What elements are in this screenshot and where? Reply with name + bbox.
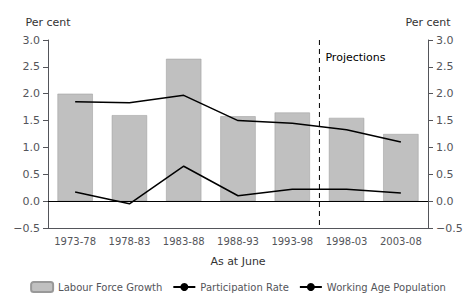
svg-text:Working Age Population: Working Age Population: [327, 282, 446, 293]
svg-text:1.0: 1.0: [436, 141, 454, 154]
svg-text:3.0: 3.0: [23, 34, 41, 47]
svg-text:1983-88: 1983-88: [163, 236, 205, 247]
svg-text:1998-03: 1998-03: [326, 236, 368, 247]
svg-text:1993-98: 1993-98: [271, 236, 313, 247]
svg-text:2.5: 2.5: [436, 60, 454, 73]
svg-text:1.5: 1.5: [23, 114, 41, 127]
svg-text:3.0: 3.0: [436, 34, 454, 47]
svg-text:1973-78: 1973-78: [54, 236, 96, 247]
svg-text:Labour Force Growth: Labour Force Growth: [58, 282, 162, 293]
svg-text:2003-08: 2003-08: [380, 236, 422, 247]
svg-text:1.0: 1.0: [23, 141, 41, 154]
svg-text:0.0: 0.0: [436, 195, 454, 208]
svg-text:Per cent: Per cent: [25, 16, 71, 29]
svg-text:2.0: 2.0: [23, 87, 41, 100]
svg-text:Projections: Projections: [325, 51, 385, 64]
svg-text:0.5: 0.5: [436, 168, 454, 181]
svg-text:2.0: 2.0: [436, 87, 454, 100]
svg-text:1988-93: 1988-93: [217, 236, 259, 247]
svg-text:1.5: 1.5: [436, 114, 454, 127]
svg-text:As at June: As at June: [210, 255, 265, 268]
svg-text:Per cent: Per cent: [405, 16, 451, 29]
svg-text:1978-83: 1978-83: [109, 236, 151, 247]
svg-text:2.5: 2.5: [23, 60, 41, 73]
svg-text:−0.5: −0.5: [436, 222, 463, 235]
svg-text:−0.5: −0.5: [13, 222, 40, 235]
svg-text:Participation Rate: Participation Rate: [200, 282, 289, 293]
svg-text:0.0: 0.0: [23, 195, 41, 208]
svg-text:0.5: 0.5: [23, 168, 41, 181]
